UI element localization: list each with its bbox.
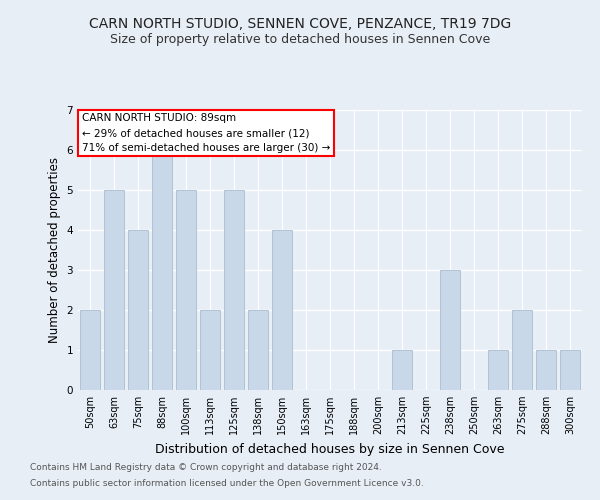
Bar: [104, 190, 124, 390]
Text: Size of property relative to detached houses in Sennen Cove: Size of property relative to detached ho…: [110, 32, 490, 46]
Bar: [560, 350, 580, 390]
Bar: [440, 270, 460, 390]
Text: CARN NORTH STUDIO, SENNEN COVE, PENZANCE, TR19 7DG: CARN NORTH STUDIO, SENNEN COVE, PENZANCE…: [89, 18, 511, 32]
Bar: [224, 190, 244, 390]
Text: CARN NORTH STUDIO: 89sqm
← 29% of detached houses are smaller (12)
71% of semi-d: CARN NORTH STUDIO: 89sqm ← 29% of detach…: [82, 113, 330, 153]
Bar: [392, 350, 412, 390]
Bar: [176, 190, 196, 390]
Bar: [200, 310, 220, 390]
Text: Contains public sector information licensed under the Open Government Licence v3: Contains public sector information licen…: [30, 478, 424, 488]
Bar: [536, 350, 556, 390]
Bar: [272, 230, 292, 390]
X-axis label: Distribution of detached houses by size in Sennen Cove: Distribution of detached houses by size …: [155, 442, 505, 456]
Bar: [152, 150, 172, 390]
Bar: [80, 310, 100, 390]
Text: Contains HM Land Registry data © Crown copyright and database right 2024.: Contains HM Land Registry data © Crown c…: [30, 464, 382, 472]
Y-axis label: Number of detached properties: Number of detached properties: [48, 157, 61, 343]
Bar: [488, 350, 508, 390]
Bar: [512, 310, 532, 390]
Bar: [248, 310, 268, 390]
Bar: [128, 230, 148, 390]
